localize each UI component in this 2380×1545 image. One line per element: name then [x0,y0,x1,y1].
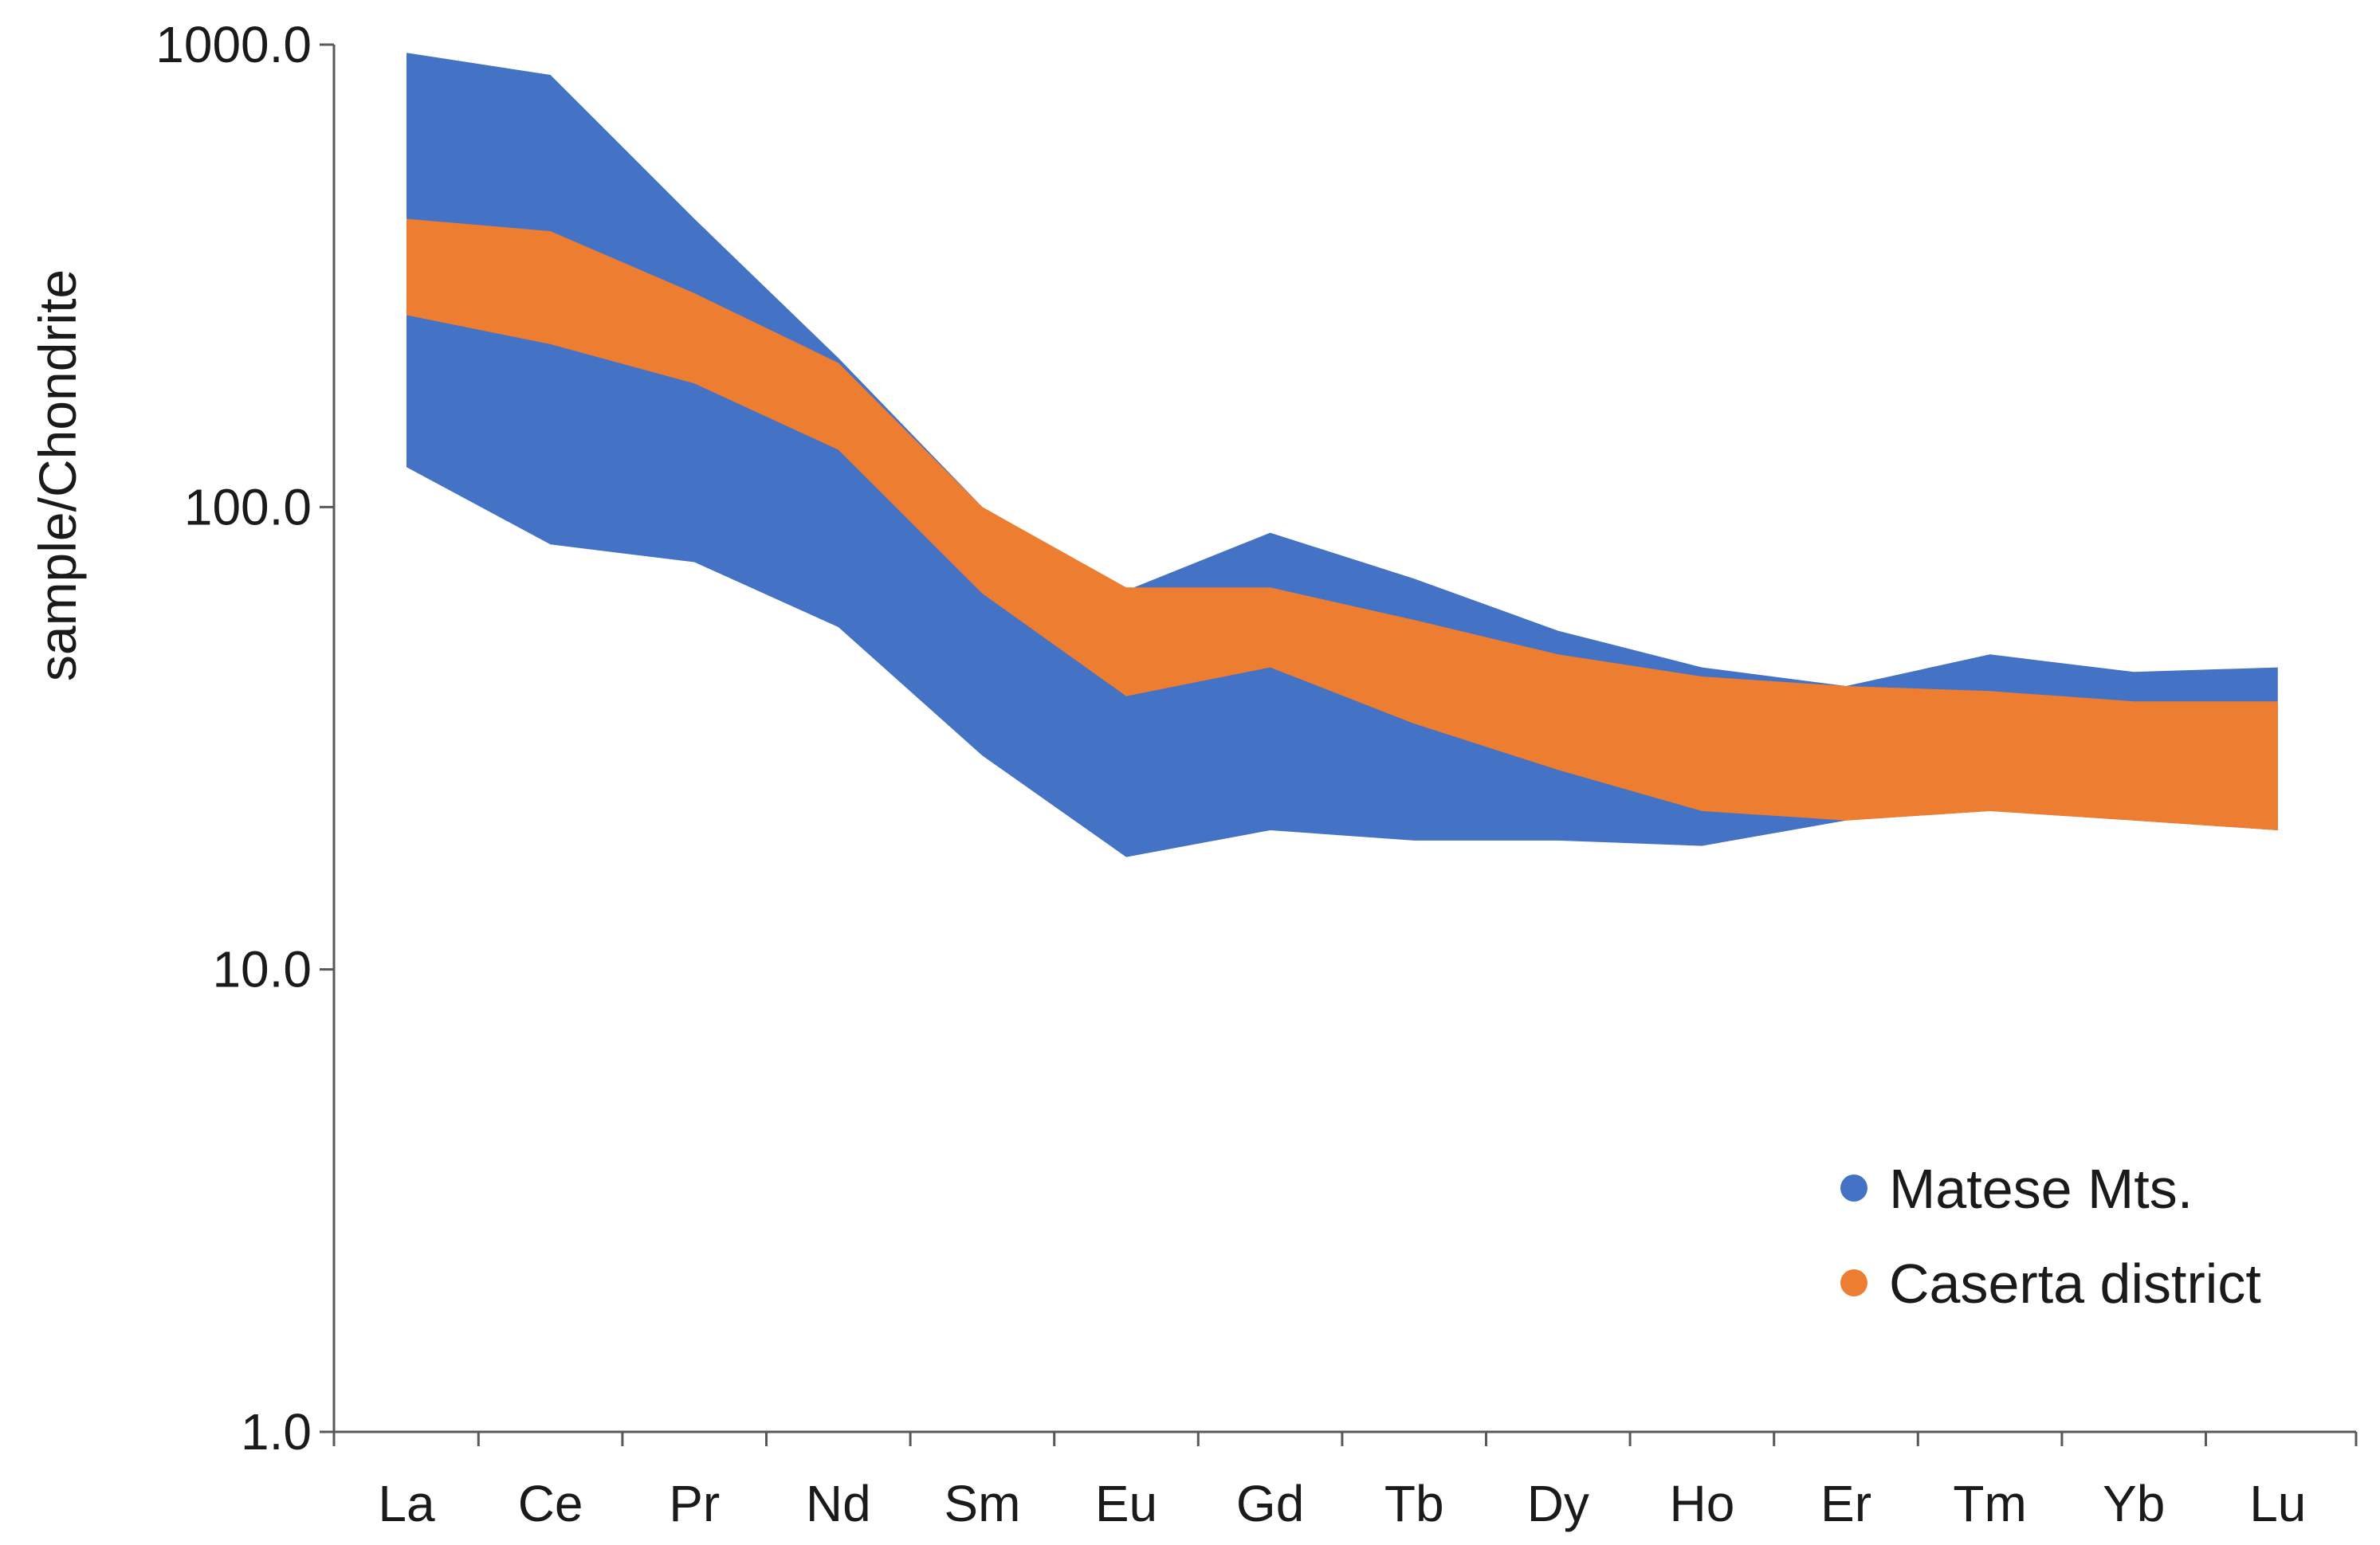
band-caserta-district [406,218,2278,831]
x-tick-label-sm: Sm [944,1475,1020,1532]
legend: Matese Mts. Caserta district [1840,1158,2261,1315]
x-tick-label-ho: Ho [1669,1475,1734,1532]
x-tick-label-pr: Pr [669,1475,720,1532]
x-tick-label-ce: Ce [518,1475,583,1532]
legend-marker-1 [1840,1174,1867,1202]
x-tick-label-nd: Nd [806,1475,871,1532]
y-tick-label: 1.0 [241,1403,312,1461]
x-tick-label-tm: Tm [1953,1475,2026,1532]
x-tick-label-eu: Eu [1095,1475,1157,1532]
x-tick-label-yb: Yb [2103,1475,2165,1532]
y-ticks: 1.0 10.0 100.0 1000.0 [155,16,334,1461]
x-tick-label-lu: Lu [2249,1475,2306,1532]
axis-layer [332,45,2356,1433]
band-layer [406,53,2278,857]
band-matese-mts [406,53,2278,857]
x-tick-label-er: Er [1820,1475,1871,1532]
y-tick-label: 100.0 [184,478,312,535]
y-tick-label: 1000.0 [155,16,312,73]
legend-label-2: Caserta district [1889,1253,2261,1315]
y-tick-label: 10.0 [212,941,312,998]
x-ticks: La Ce Pr Nd Sm Eu Gd Tb Dy Ho Er Tm Yb Lu [332,1432,2358,1532]
legend-label-1: Matese Mts. [1889,1158,2193,1220]
x-tick-label-la: La [378,1475,435,1532]
x-tick-label-dy: Dy [1527,1475,1589,1532]
y-axis-title: sample/Chondrite [28,269,87,681]
x-tick-label-gd: Gd [1236,1475,1304,1532]
x-tick-label-tb: Tb [1384,1475,1444,1532]
legend-marker-2 [1840,1269,1867,1296]
